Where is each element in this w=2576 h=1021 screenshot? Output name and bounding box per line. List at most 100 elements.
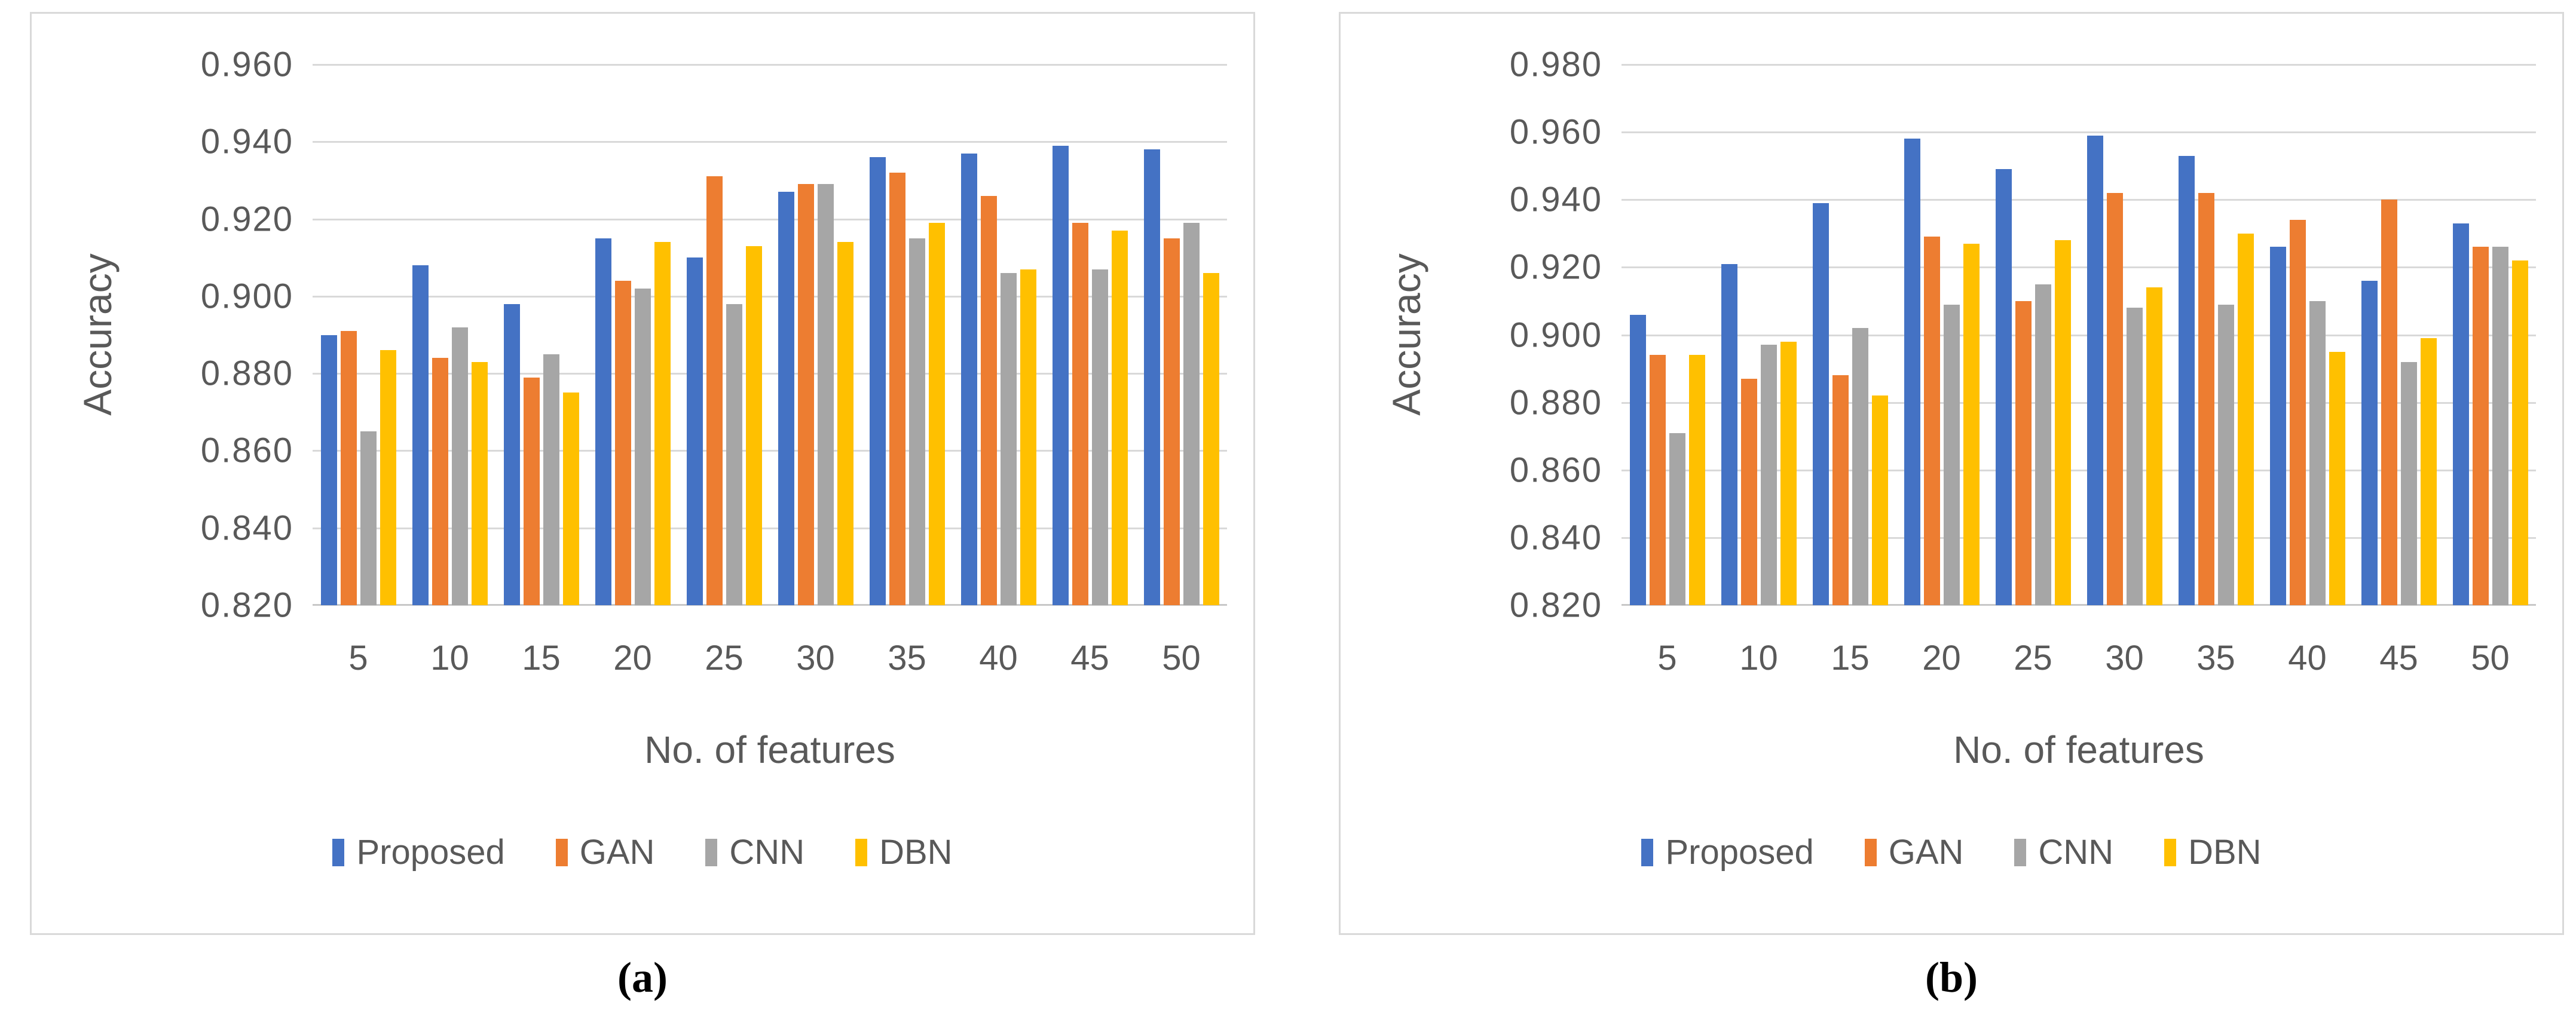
legend-marker-gan [555, 838, 568, 866]
bar-proposed-35 [869, 157, 886, 605]
bar-proposed-40 [2269, 247, 2286, 605]
y-tick-label: 0.940 [1509, 180, 1602, 219]
plot-area [1622, 64, 2536, 606]
bar-cnn-40 [2309, 301, 2326, 605]
legend-label: GAN [1888, 833, 1964, 872]
bar-cnn-25 [2035, 284, 2051, 605]
bar-dbn-35 [2237, 233, 2254, 605]
bar-dbn-25 [2054, 240, 2071, 605]
y-axis-tick-labels: 0.960 0.940 0.920 0.900 0.880 0.860 0.840 0.820 [32, 45, 293, 625]
bar-proposed-30 [778, 192, 794, 605]
bar-group-10 [1713, 65, 1804, 605]
legend-marker-proposed [1641, 838, 1654, 866]
bar-dbn-40 [2329, 351, 2345, 605]
gridline [1622, 536, 2536, 539]
y-tick-label: 0.900 [1509, 315, 1602, 354]
bar-proposed-25 [686, 257, 703, 605]
bar-dbn-15 [1871, 395, 1888, 605]
bar-dbn-20 [1963, 243, 1980, 605]
bar-gan-40 [2289, 220, 2306, 605]
bar-cnn-20 [634, 288, 651, 605]
bar-cnn-35 [908, 238, 925, 605]
gridline [313, 295, 1227, 298]
bar-gan-45 [1072, 223, 1088, 605]
legend-item-dbn: DBN [855, 832, 953, 872]
bar-gan-10 [432, 358, 448, 605]
gridline [1622, 199, 2536, 201]
y-tick-label: 0.840 [1509, 518, 1602, 557]
bar-cnn-5 [1669, 433, 1685, 605]
bar-dbn-45 [1111, 230, 1128, 605]
chart-panel-b: Accuracy 0.980 0.960 0.940 0.920 0.900 0.880 0… [1339, 12, 2564, 935]
y-tick-label: 0.900 [200, 277, 293, 316]
gridline [313, 373, 1227, 375]
y-tick-label: 0.960 [1509, 112, 1602, 152]
legend-item-cnn: CNN [2014, 832, 2113, 872]
bar-proposed-45 [2361, 281, 2378, 605]
y-tick-label: 0.920 [200, 200, 293, 239]
bar-cnn-25 [726, 303, 742, 605]
bar-dbn-45 [2420, 338, 2437, 605]
bar-group-40 [2262, 65, 2353, 605]
bar-gan-5 [1649, 355, 1666, 605]
bar-gan-50 [1163, 238, 1180, 605]
bar-gan-30 [797, 184, 814, 605]
gridline [1622, 401, 2536, 404]
bar-dbn-30 [2146, 287, 2162, 605]
bar-group-50 [2445, 65, 2536, 605]
y-axis-tick-labels: 0.980 0.960 0.940 0.920 0.900 0.880 0.860 0.840… [1341, 45, 1602, 625]
bar-group-45 [2353, 65, 2445, 605]
x-tick-label: 5 [1657, 639, 1677, 677]
gridline [1622, 266, 2536, 269]
x-axis-line [1622, 604, 2536, 606]
bar-proposed-50 [2452, 223, 2469, 605]
legend-marker-proposed [332, 838, 345, 866]
bar-gan-25 [706, 176, 723, 605]
bar-group-45 [1044, 65, 1136, 605]
bar-cnn-20 [1943, 304, 1960, 605]
legend: Proposed GAN CNN DBN [32, 832, 1253, 872]
bar-group-40 [953, 65, 1044, 605]
x-tick-label: 40 [979, 639, 1018, 677]
bar-group-5 [313, 65, 404, 605]
x-tick-label: 25 [2014, 639, 2052, 677]
gridline [1622, 469, 2536, 471]
gridline [313, 527, 1227, 529]
x-axis-tick-labels: 5 10 15 20 25 30 35 40 45 50 [1622, 638, 2536, 686]
legend-label: Proposed [1665, 833, 1814, 872]
x-axis-tick-labels: 5 10 15 20 25 30 35 40 45 50 [313, 638, 1227, 686]
x-tick-label: 5 [348, 639, 368, 677]
legend-label: DBN [2188, 833, 2262, 872]
bar-proposed-15 [503, 303, 520, 605]
bar-dbn-50 [1203, 273, 1219, 605]
x-tick-label: 35 [888, 639, 926, 677]
bar-dbn-5 [1688, 355, 1705, 605]
bar-proposed-20 [595, 238, 611, 605]
x-tick-label: 35 [2196, 639, 2235, 677]
bar-cnn-50 [1183, 223, 1200, 605]
bar-group-35 [861, 65, 953, 605]
x-tick-label: 45 [1070, 639, 1109, 677]
bar-proposed-45 [1052, 145, 1069, 605]
bar-proposed-5 [320, 335, 337, 605]
bar-dbn-50 [2511, 260, 2528, 605]
x-axis-line [313, 604, 1227, 606]
bar-dbn-35 [928, 223, 945, 605]
bar-gan-15 [1832, 375, 1849, 605]
legend-marker-cnn [2014, 838, 2027, 866]
y-tick-label: 0.860 [200, 431, 293, 470]
bar-cnn-5 [360, 431, 377, 605]
bar-group-50 [1136, 65, 1227, 605]
x-tick-label: 10 [1739, 639, 1778, 677]
gridline [313, 141, 1227, 143]
bar-cnn-45 [1091, 269, 1108, 605]
y-tick-label: 0.820 [1509, 585, 1602, 625]
bar-group-10 [404, 65, 495, 605]
bar-dbn-15 [562, 393, 579, 605]
plot-area [313, 64, 1227, 606]
bar-group-15 [495, 65, 587, 605]
bar-group-5 [1622, 65, 1713, 605]
bar-group-30 [2079, 65, 2170, 605]
bar-proposed-5 [1629, 314, 1646, 605]
bar-gan-35 [2198, 192, 2214, 605]
